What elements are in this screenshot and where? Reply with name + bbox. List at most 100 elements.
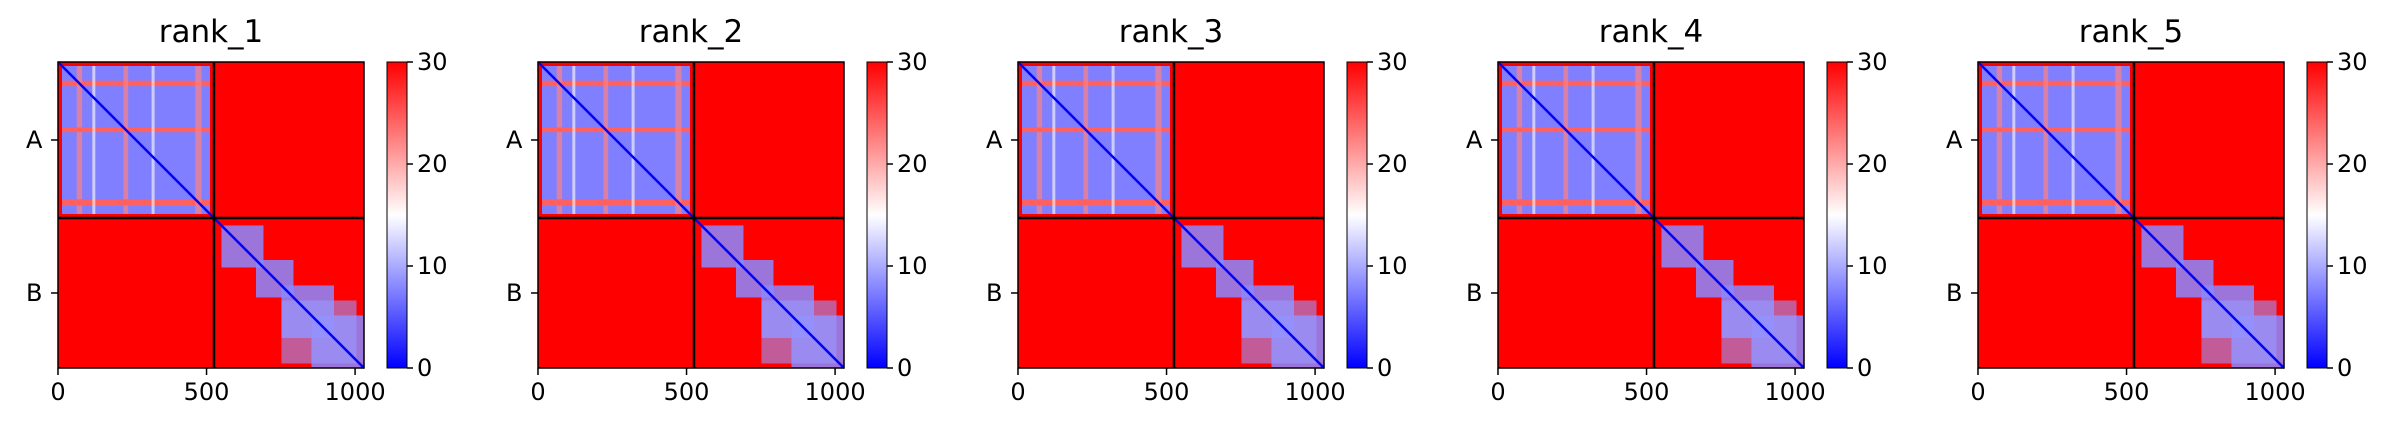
chain-a-band — [1022, 80, 1170, 87]
chain-a-band — [542, 127, 690, 133]
colorbar-tick-label: 30 — [417, 48, 448, 76]
x-tick-label: 0 — [1010, 378, 1026, 406]
axes-frame — [537, 61, 845, 369]
colorbar — [2306, 61, 2328, 369]
colorbar-tick-label: 30 — [897, 48, 928, 76]
panel-title: rank_4 — [1598, 14, 1704, 50]
colorbar-tick-label: 20 — [1857, 150, 1888, 178]
chain-a-band — [1155, 66, 1162, 214]
y-tick-label: A — [506, 125, 523, 154]
chain-a-band — [1036, 66, 1043, 214]
colorbar — [1826, 61, 1848, 369]
colorbar-tick-label: 10 — [897, 252, 928, 280]
chain-b-block — [281, 300, 357, 364]
colorbar-tick-label: 30 — [1377, 48, 1408, 76]
chain-a-band — [1083, 66, 1089, 214]
chain-a-band — [62, 199, 210, 206]
chain-b-block — [1721, 300, 1797, 364]
heatmap-panel: rank_1 0 500 1000 A B 0 10 20 30 — [0, 0, 480, 438]
colorbar-tick-label: 0 — [417, 354, 433, 382]
x-tick-label: 0 — [1490, 378, 1506, 406]
chain-a-stripe — [92, 66, 96, 214]
heatmap-panel: rank_2 0 500 1000 A B 0 10 20 30 — [480, 0, 960, 438]
chain-a-band — [195, 66, 202, 214]
chain-b-block — [761, 300, 837, 364]
chain-a-stripe — [1052, 66, 1056, 214]
chain-a-band — [1502, 199, 1650, 206]
y-tick-label: A — [1946, 125, 1963, 154]
y-tick-label: B — [506, 278, 523, 307]
chain-a-band — [2115, 66, 2122, 214]
chain-a-stripe — [1532, 66, 1536, 214]
x-tick-label: 500 — [663, 378, 710, 406]
chain-a-band — [1982, 199, 2130, 206]
panel-title: rank_3 — [1118, 14, 1224, 50]
colorbar-tick-label: 30 — [2337, 48, 2368, 76]
colorbar — [386, 61, 408, 369]
y-tick-label: A — [26, 125, 43, 154]
chain-a-band — [2043, 66, 2049, 214]
y-tick-label: B — [986, 278, 1003, 307]
colorbar-tick-label: 20 — [897, 150, 928, 178]
colorbar-tick-label: 10 — [1377, 252, 1408, 280]
diagonal — [1017, 61, 1325, 369]
chain-b-block — [1241, 300, 1317, 364]
y-tick-label: B — [1946, 278, 1963, 307]
panel-title: rank_1 — [158, 14, 264, 50]
colorbar-tick-label: 0 — [897, 354, 913, 382]
heatmap-panel: rank_5 0 500 1000 A B 0 10 20 30 — [1920, 0, 2400, 438]
chain-a-band — [542, 80, 690, 87]
x-tick-label: 1000 — [324, 378, 386, 406]
x-tick-label: 1000 — [1764, 378, 1826, 406]
chain-a-band — [1563, 66, 1569, 214]
chain-a-band — [675, 66, 682, 214]
y-tick-label: B — [26, 278, 43, 307]
chain-a-band — [1502, 80, 1650, 87]
x-tick-label: 500 — [183, 378, 230, 406]
chain-a-band — [1635, 66, 1642, 214]
x-tick-label: 1000 — [1284, 378, 1346, 406]
x-tick-label: 0 — [50, 378, 66, 406]
colorbar-tick-label: 10 — [417, 252, 448, 280]
chain-a-band — [1996, 66, 2003, 214]
y-tick-label: A — [986, 125, 1003, 154]
colorbar-tick-label: 20 — [417, 150, 448, 178]
diagonal — [1497, 61, 1805, 369]
diagonal — [1977, 61, 2285, 369]
chain-a-band — [1516, 66, 1523, 214]
chain-a-stripe — [151, 66, 155, 214]
chain-a-band — [123, 66, 129, 214]
chain-a-stripe — [1591, 66, 1595, 214]
chain-a-band — [76, 66, 83, 214]
chain-a-band — [542, 199, 690, 206]
axes-frame — [1017, 61, 1325, 369]
chain-a-band — [1022, 127, 1170, 133]
heatmap-svg — [531, 61, 893, 375]
colorbar-tick-label: 30 — [1857, 48, 1888, 76]
axes-frame — [57, 61, 365, 369]
colorbar-tick-label: 0 — [2337, 354, 2353, 382]
chain-a-band — [62, 80, 210, 87]
heatmap-svg — [1011, 61, 1373, 375]
heatmap-svg — [1491, 61, 1853, 375]
chain-a-band — [1982, 80, 2130, 87]
heatmap-svg — [1971, 61, 2333, 375]
colorbar-tick-label: 20 — [1377, 150, 1408, 178]
chain-a-band — [62, 127, 210, 133]
colorbar-tick-label: 0 — [1857, 354, 1873, 382]
chain-b-block — [2201, 300, 2277, 364]
chain-a-band — [1502, 127, 1650, 133]
chain-a-stripe — [631, 66, 635, 214]
x-tick-label: 500 — [1623, 378, 1670, 406]
panel-title: rank_2 — [638, 14, 744, 50]
diagonal — [57, 61, 365, 369]
y-tick-label: B — [1466, 278, 1483, 307]
x-tick-label: 500 — [2103, 378, 2150, 406]
x-tick-label: 1000 — [804, 378, 866, 406]
colorbar-tick-label: 20 — [2337, 150, 2368, 178]
colorbar — [1346, 61, 1368, 369]
chain-a-stripe — [2012, 66, 2016, 214]
axes-frame — [1497, 61, 1805, 369]
x-tick-label: 0 — [530, 378, 546, 406]
